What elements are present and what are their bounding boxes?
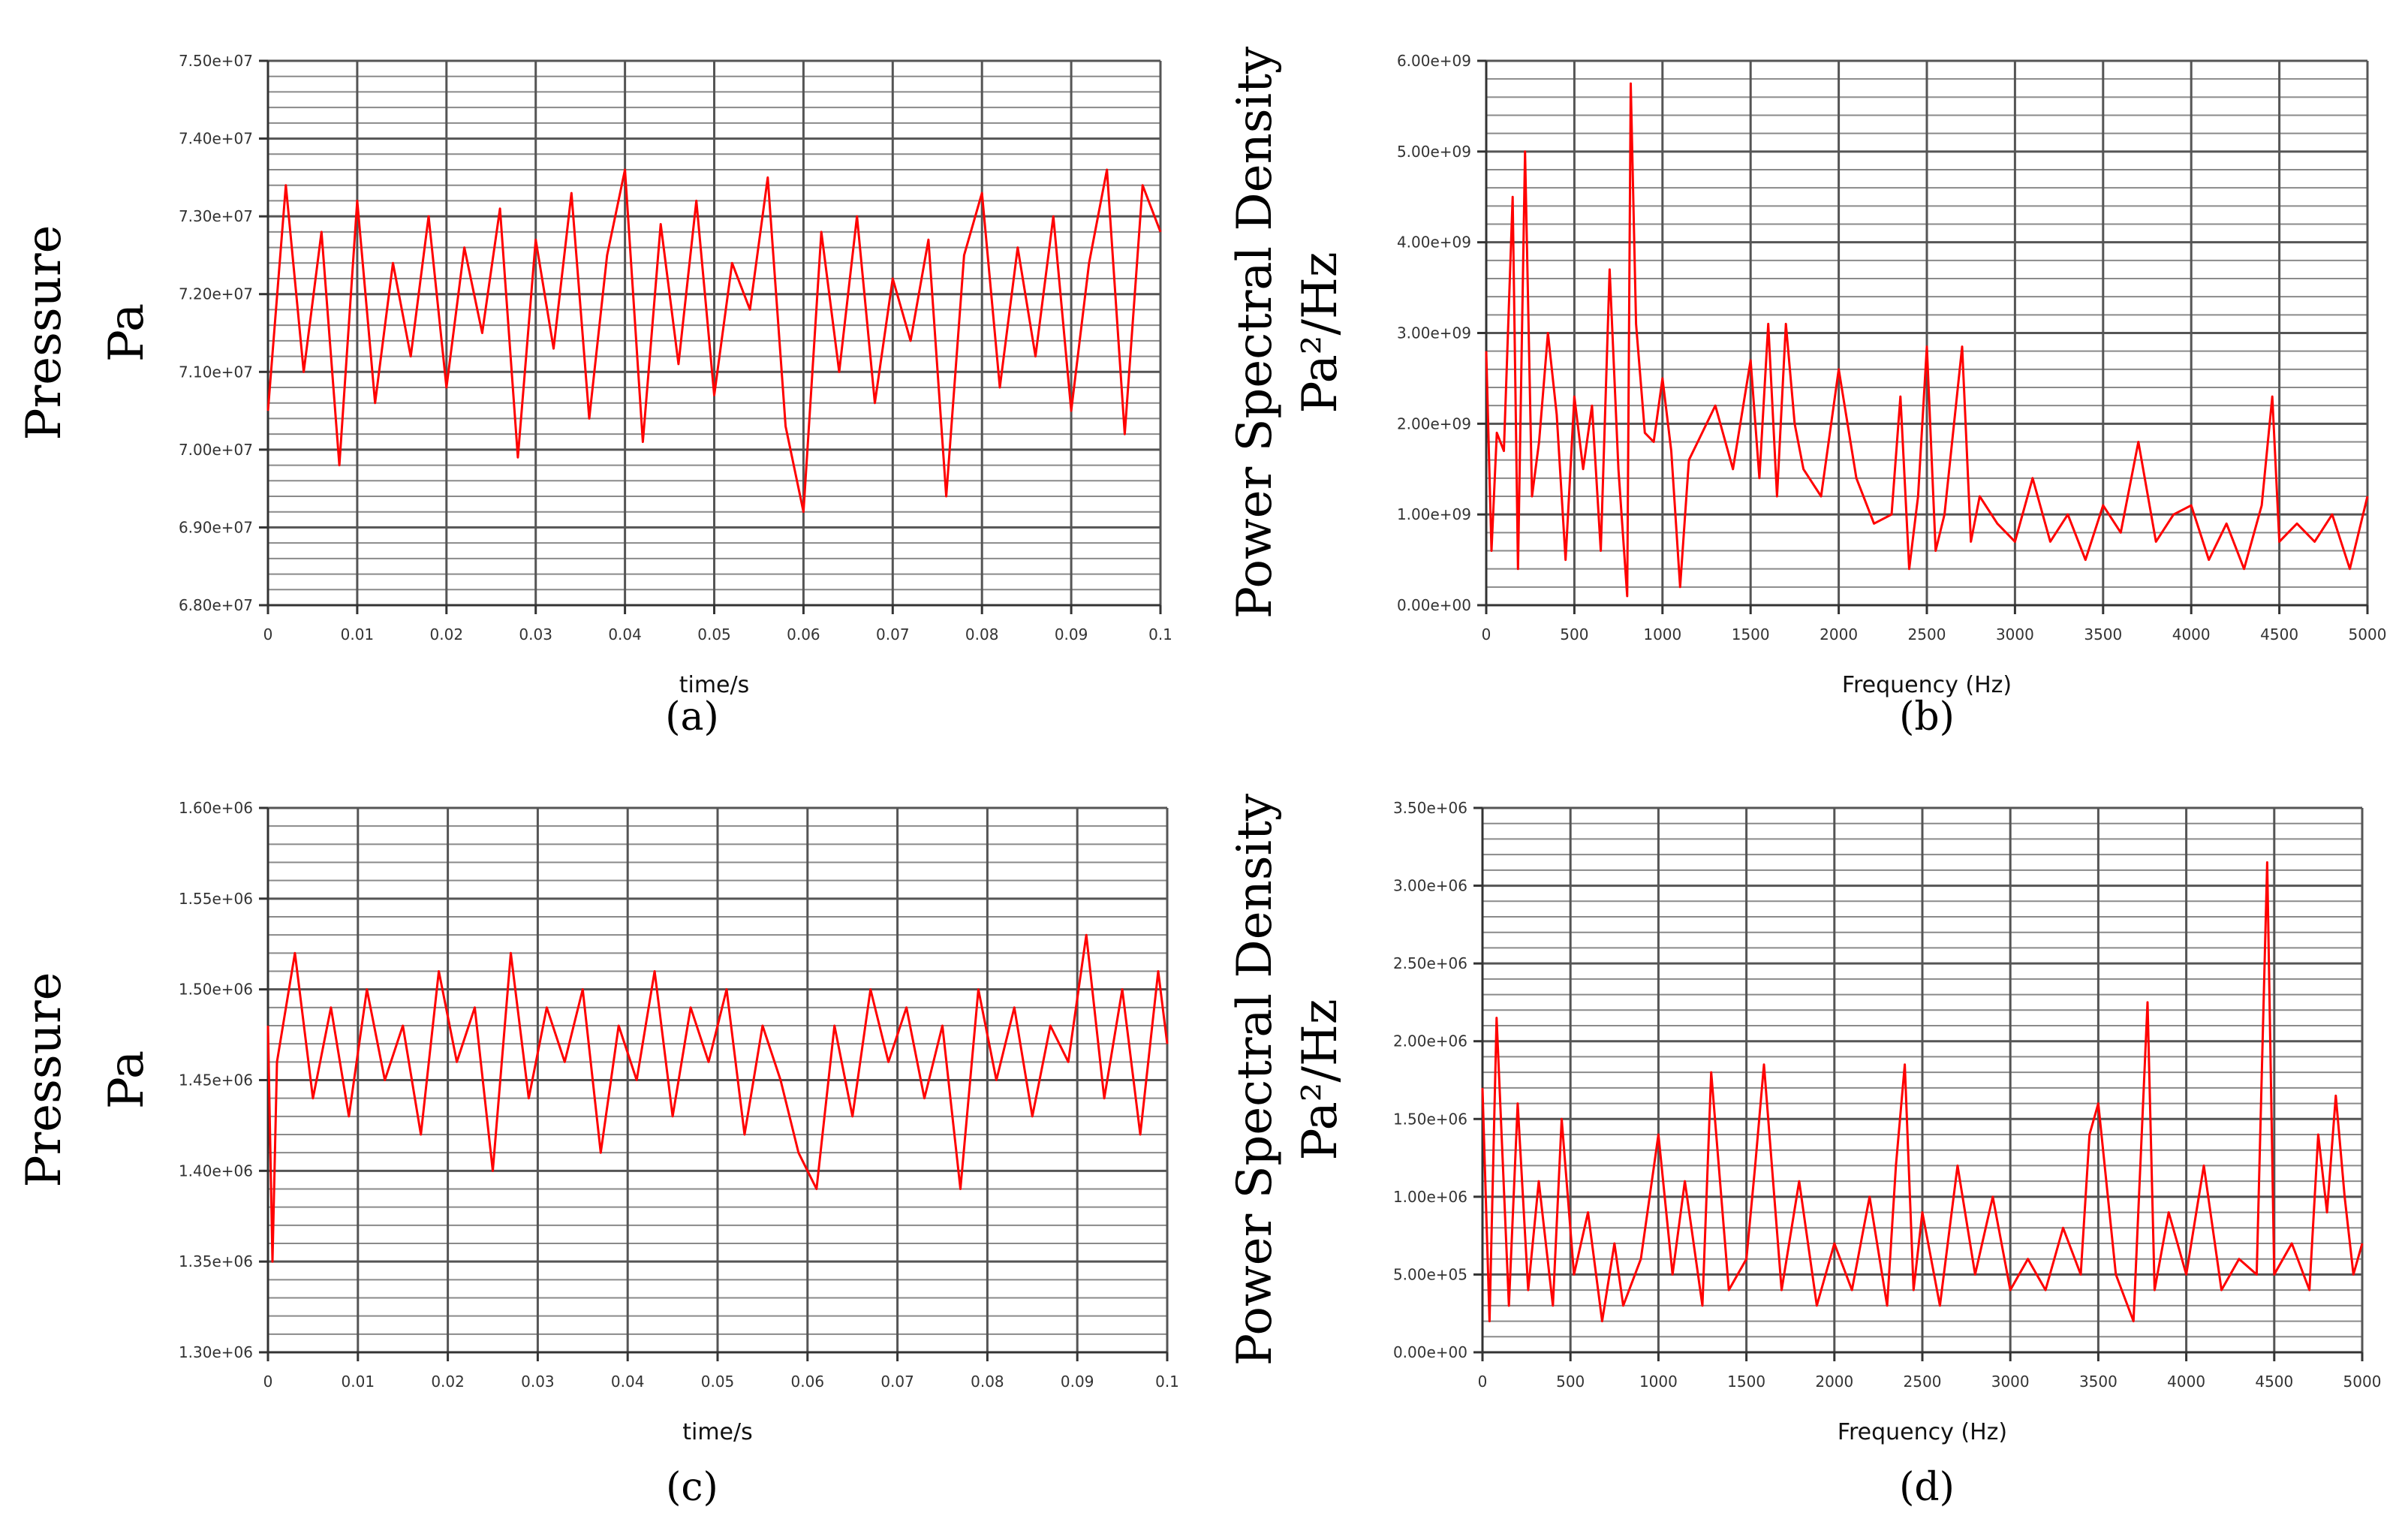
y-axis-label: Power Spectral Density [1227, 794, 1283, 1366]
x-tick-label: 5000 [2343, 1373, 2382, 1391]
y-tick-label: 7.00e+07 [179, 441, 253, 459]
x-tick-label: 3000 [1996, 625, 2034, 643]
y-tick-label: 7.40e+07 [179, 130, 253, 148]
x-tick-label: 0.07 [876, 625, 910, 643]
x-axis-label: Frequency (Hz) [1838, 1419, 2007, 1445]
x-tick-label: 0.08 [965, 625, 999, 643]
y-axis-unit: Pa [99, 1050, 155, 1109]
x-tick-label: 0 [263, 625, 273, 643]
chart-b: 0.00e+00 1.00e+09 2.00e+09 3.00e+09 4.00e+09… [1227, 47, 2386, 740]
x-tick-label: 4500 [2260, 625, 2298, 643]
y-tick-label: 3.00e+06 [1393, 877, 1467, 895]
y-axis-unit: Pa²/Hz [1293, 999, 1348, 1160]
x-tick-label: 0.09 [1055, 625, 1088, 643]
y-axis-label: Pressure [17, 972, 72, 1188]
x-tick-label: 1500 [1732, 625, 1770, 643]
y-tick-label: 1.40e+06 [179, 1162, 253, 1180]
y-tick-label: 0.00e+00 [1397, 596, 1471, 614]
y-tick-label: 1.45e+06 [179, 1071, 253, 1089]
y-tick-label: 2.00e+09 [1397, 414, 1471, 432]
x-tick-label: 0 [1478, 1373, 1488, 1391]
x-tick-label: 0.06 [787, 625, 820, 643]
y-tick-label: 2.00e+06 [1393, 1032, 1467, 1050]
x-tick-label: 0 [1482, 625, 1491, 643]
x-tick-label: 1000 [1639, 1373, 1678, 1391]
x-tick-label: 500 [1556, 1373, 1585, 1391]
x-tick-label: 0.01 [342, 1373, 375, 1391]
x-tick-label: 0.01 [341, 625, 375, 643]
y-axis-unit: Pa²/Hz [1293, 252, 1348, 413]
x-axis-label: time/s [682, 1419, 753, 1445]
chart-c: 1.30e+06 1.35e+06 1.40e+06 1.45e+06 1.50e+06… [17, 799, 1179, 1510]
y-tick-label: 1.50e+06 [1393, 1110, 1467, 1128]
y-tick-label: 7.50e+07 [179, 52, 253, 70]
y-tick-label: 6.80e+07 [179, 596, 253, 614]
x-tick-label: 4500 [2255, 1373, 2293, 1391]
y-tick-label: 7.30e+07 [179, 207, 253, 225]
chart-a: 6.80e+07 6.90e+07 7.00e+07 7.10e+07 7.20e+07… [17, 52, 1172, 740]
y-tick-label: 6.90e+07 [179, 518, 253, 536]
y-axis-unit: Pa [99, 303, 155, 362]
y-tick-label: 4.00e+09 [1397, 234, 1471, 252]
subfigure-caption: (a) [665, 695, 719, 740]
x-tick-label: 2000 [1815, 1373, 1853, 1391]
y-tick-label: 1.55e+06 [179, 890, 253, 908]
y-tick-label: 1.00e+09 [1397, 505, 1471, 523]
x-tick-label: 4000 [2167, 1373, 2205, 1391]
x-tick-label: 0.04 [611, 1373, 645, 1391]
y-tick-label: 5.00e+09 [1397, 143, 1471, 161]
x-tick-label: 4000 [2172, 625, 2211, 643]
y-tick-label: 2.50e+06 [1393, 954, 1467, 972]
y-tick-label: 1.00e+06 [1393, 1188, 1467, 1206]
x-axis-label: Frequency (Hz) [1842, 672, 2012, 698]
y-tick-label: 1.60e+06 [179, 799, 253, 817]
y-tick-label: 7.20e+07 [179, 285, 253, 303]
y-tick-label: 7.10e+07 [179, 363, 253, 381]
x-tick-label: 2500 [1908, 625, 1946, 643]
x-tick-label: 5000 [2349, 625, 2387, 643]
y-tick-label: 6.00e+09 [1397, 52, 1471, 70]
y-axis-label: Pressure [17, 225, 72, 441]
y-tick-label: 5.00e+05 [1393, 1265, 1467, 1283]
series-line-pressure [266, 168, 1162, 514]
x-axis-label: time/s [679, 672, 750, 698]
y-tick-label: 3.00e+09 [1397, 324, 1471, 342]
series-line-psd [1485, 82, 2369, 598]
x-tick-label: 0.07 [880, 1373, 914, 1391]
x-tick-label: 0.05 [701, 1373, 735, 1391]
x-tick-label: 0.03 [519, 625, 552, 643]
y-axis-label: Power Spectral Density [1227, 47, 1283, 619]
x-tick-label: 0.02 [431, 1373, 465, 1391]
x-tick-label: 0.04 [608, 625, 642, 643]
x-tick-label: 2000 [1820, 625, 1858, 643]
subfigure-caption: (d) [1899, 1465, 1955, 1510]
x-tick-label: 3000 [1991, 1373, 2030, 1391]
y-tick-label: 1.50e+06 [179, 981, 253, 999]
subfigure-caption: (c) [666, 1465, 718, 1510]
x-tick-label: 3500 [2084, 625, 2122, 643]
y-tick-label: 0.00e+00 [1393, 1343, 1467, 1361]
x-tick-label: 0.03 [521, 1373, 555, 1391]
x-tick-label: 0.1 [1148, 625, 1172, 643]
y-tick-label: 1.35e+06 [179, 1252, 253, 1270]
series-line-psd [1481, 861, 2364, 1323]
series-line-pressure [266, 933, 1169, 1263]
x-tick-label: 3500 [2079, 1373, 2118, 1391]
subfigure-caption: (b) [1899, 695, 1955, 740]
x-tick-label: 1000 [1643, 625, 1681, 643]
x-tick-label: 0.06 [791, 1373, 825, 1391]
x-tick-label: 2500 [1904, 1373, 1942, 1391]
x-tick-label: 1500 [1727, 1373, 1765, 1391]
chart-d: 0.00e+00 5.00e+05 1.00e+06 1.50e+06 2.00e+06… [1227, 794, 2381, 1510]
y-tick-label: 3.50e+06 [1393, 799, 1467, 817]
x-tick-label: 0.09 [1061, 1373, 1094, 1391]
x-tick-label: 0.05 [697, 625, 731, 643]
x-tick-label: 0.1 [1155, 1373, 1179, 1391]
y-tick-label: 1.30e+06 [179, 1343, 253, 1361]
x-tick-label: 0 [263, 1373, 273, 1391]
x-tick-label: 0.08 [971, 1373, 1004, 1391]
x-tick-label: 500 [1560, 625, 1588, 643]
x-tick-label: 0.02 [430, 625, 464, 643]
